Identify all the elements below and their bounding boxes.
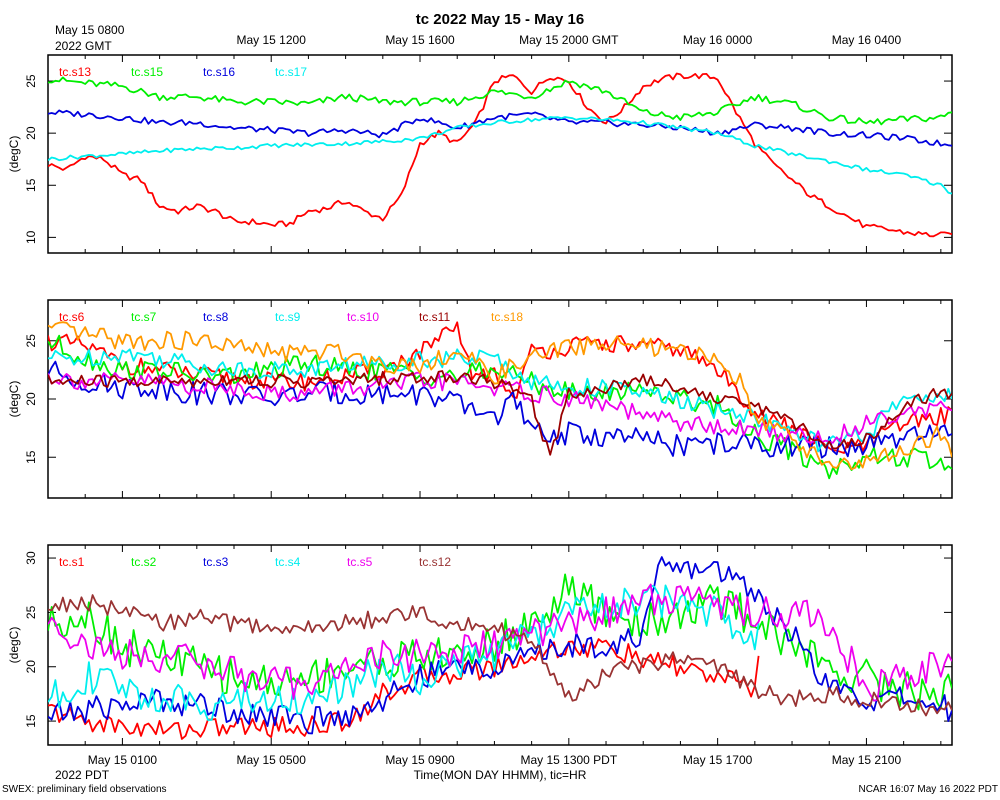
- legend-tc-s7: tc.s7: [131, 310, 157, 324]
- bottom-tick-label: May 15 0100: [88, 753, 158, 767]
- legend-tc-s13: tc.s13: [59, 65, 91, 79]
- series-line-tc-s5: [48, 583, 952, 702]
- legend-tc-s17: tc.s17: [275, 65, 307, 79]
- legend-tc-s5: tc.s5: [347, 555, 373, 569]
- legend-tc-s3: tc.s3: [203, 555, 229, 569]
- top-axis-year: 2022 GMT: [55, 39, 112, 53]
- series-line-tc-s1: [48, 638, 760, 740]
- plot-frame: [47, 54, 953, 254]
- y-tick-label: 20: [24, 126, 38, 140]
- legend-tc-s15: tc.s15: [131, 65, 163, 79]
- chart-panel-3: 15 20 25 30 (degC) tc.s1 tc.s2 tc.s3 tc.s4 tc.s5 t…: [7, 544, 953, 746]
- series-line-tc-s16: [48, 109, 952, 147]
- y-tick-label: 20: [24, 660, 38, 674]
- bottom-tick-label: May 15 2100: [832, 753, 902, 767]
- chart-panel-1: 10 15 20 25 (degC) tc.s13 tc.s15 tc.s16 tc.s17: [7, 54, 953, 254]
- bottom-tick-label: May 15 1700: [683, 753, 753, 767]
- series-line-tc-s17: [48, 116, 952, 195]
- y-tick-label: 30: [24, 551, 38, 565]
- series-line-tc-s8: [48, 360, 952, 459]
- series-line-tc-s9: [48, 348, 952, 453]
- legend-tc-s8: tc.s8: [203, 310, 229, 324]
- y-tick-label: 15: [24, 178, 38, 192]
- footer-note: SWEX: preliminary field observations: [2, 784, 167, 795]
- y-tick-label: 20: [24, 392, 38, 406]
- y-axis-label: (degC): [7, 627, 21, 664]
- legend-tc-s4: tc.s4: [275, 555, 301, 569]
- legend-tc-s6: tc.s6: [59, 310, 85, 324]
- legend-tc-s10: tc.s10: [347, 310, 379, 324]
- series-line-tc-s13: [48, 72, 952, 238]
- legend-tc-s11: tc.s11: [419, 310, 450, 324]
- top-axis-ticks: May 15 0800 May 15 1200 May 15 1600 May 15 …: [55, 23, 901, 47]
- legend-tc-s2: tc.s2: [131, 555, 157, 569]
- y-tick-label: 25: [24, 605, 38, 619]
- series-line-tc-s12: [48, 594, 952, 717]
- top-tick-label: May 15 1600: [385, 33, 455, 47]
- legend-tc-s16: tc.s16: [203, 65, 235, 79]
- bottom-axis-ticks: May 15 0100 May 15 0500 May 15 0900 May 15 …: [88, 753, 902, 767]
- bottom-tick-label: May 15 1300 PDT: [520, 753, 617, 767]
- legend-tc-s18: tc.s18: [491, 310, 523, 324]
- y-tick-label: 25: [24, 74, 38, 88]
- y-axis-label: (degC): [7, 381, 21, 418]
- y-tick-label: 10: [24, 230, 38, 244]
- top-tick-label: May 15 2000 GMT: [519, 33, 619, 47]
- top-tick-label: May 15 1200: [237, 33, 307, 47]
- legend-tc-s12: tc.s12: [419, 555, 451, 569]
- footer-timestamp: NCAR 16:07 May 16 2022 PDT: [858, 784, 998, 795]
- top-tick-label: May 16 0400: [832, 33, 902, 47]
- legend-tc-s1: tc.s1: [59, 555, 85, 569]
- plot-frame: [47, 299, 953, 499]
- series-line-tc-s10: [48, 371, 952, 444]
- chart-panel-2: 15 20 25 (degC) tc.s6 tc.s7 tc.s8 tc.s9 tc.s10 tc…: [7, 299, 953, 499]
- top-tick-label: May 16 0000: [683, 33, 753, 47]
- series-line-tc-s11: [48, 370, 952, 456]
- y-tick-label: 15: [24, 450, 38, 464]
- series-line-tc-s3: [48, 556, 952, 735]
- y-tick-label: 15: [24, 714, 38, 728]
- chart-title: tc 2022 May 15 - May 16: [416, 11, 584, 28]
- bottom-tick-label: May 15 0500: [237, 753, 307, 767]
- top-tick-label: May 15 0800: [55, 23, 125, 37]
- legend-tc-s9: tc.s9: [275, 310, 301, 324]
- bottom-tick-label: May 15 0900: [385, 753, 455, 767]
- y-tick-label: 25: [24, 334, 38, 348]
- plot-frame: [47, 544, 953, 746]
- bottom-axis-year: 2022 PDT: [55, 768, 110, 782]
- y-axis-label: (degC): [7, 136, 21, 173]
- series-line-tc-s15: [48, 76, 952, 126]
- series-line-tc-s18: [48, 321, 952, 471]
- x-axis-label: Time(MON DAY HHMM), tic=HR: [414, 768, 587, 782]
